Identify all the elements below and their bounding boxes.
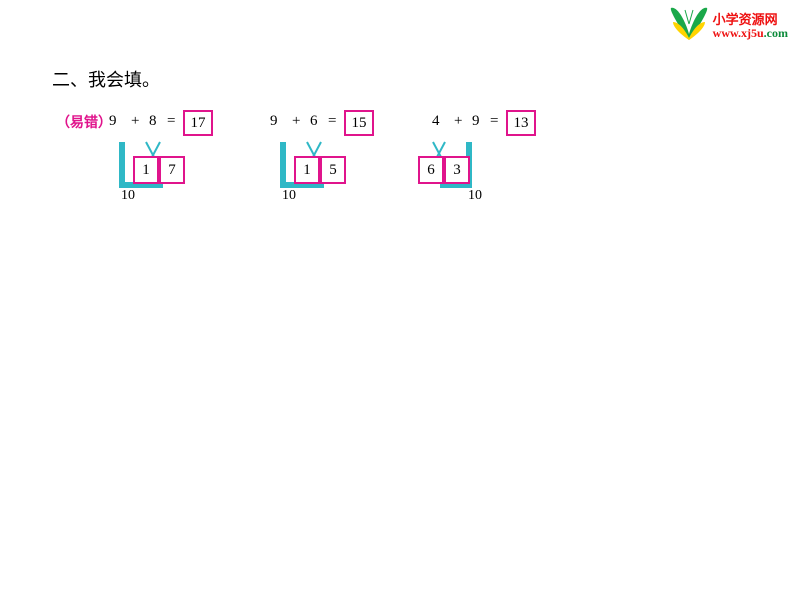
worksheet-page: { "logo": { "title": "小学资源网", "domain": … <box>0 0 800 600</box>
section-heading: 二、我会填。 <box>52 66 160 92</box>
equation-row: 4 +9 = 13 <box>432 110 592 134</box>
site-logo: 小学资源网 www.xj5u.com <box>667 6 788 46</box>
eq-op: + <box>131 113 139 130</box>
split-diagram: 1510 <box>270 142 430 202</box>
problem-1: 9+8=171710 <box>109 110 269 202</box>
split-box-2: 7 <box>159 156 185 184</box>
problem-3: 4 +9 = 13 6310 <box>432 110 592 202</box>
difficulty-tag: （易错） <box>56 112 112 132</box>
split-diagram: 6310 <box>432 142 592 202</box>
split-box-2: 5 <box>320 156 346 184</box>
split-box-1: 6 <box>418 156 444 184</box>
eq-eq: = <box>167 113 175 130</box>
equation-row: 9 +8 = 17 <box>109 110 269 134</box>
ten-label: 10 <box>121 188 135 204</box>
equation-row: 9 +6 = 15 <box>270 110 430 134</box>
answer-box: 13 <box>506 110 536 136</box>
ten-label: 10 <box>468 188 482 204</box>
split-box-2: 3 <box>444 156 470 184</box>
split-diagram: 1710 <box>109 142 269 202</box>
eq-b: 8 <box>149 113 157 130</box>
eq-eq: = <box>328 113 336 130</box>
eq-op: + <box>292 113 300 130</box>
eq-b: 6 <box>310 113 318 130</box>
butterfly-icon <box>667 6 711 46</box>
answer-box: 17 <box>183 110 213 136</box>
eq-op: + <box>454 113 462 130</box>
split-box-1: 1 <box>133 156 159 184</box>
eq-eq: = <box>490 113 498 130</box>
eq-a: 9 <box>270 113 278 130</box>
eq-b: 9 <box>472 113 480 130</box>
logo-title: 小学资源网 <box>713 13 788 27</box>
split-box-1: 1 <box>294 156 320 184</box>
ten-label: 10 <box>282 188 296 204</box>
eq-a: 4 <box>432 113 440 130</box>
logo-url: www.xj5u.com <box>713 27 788 40</box>
problem-2: 9+6=151510 <box>270 110 430 202</box>
answer-box: 15 <box>344 110 374 136</box>
eq-a: 9 <box>109 113 117 130</box>
